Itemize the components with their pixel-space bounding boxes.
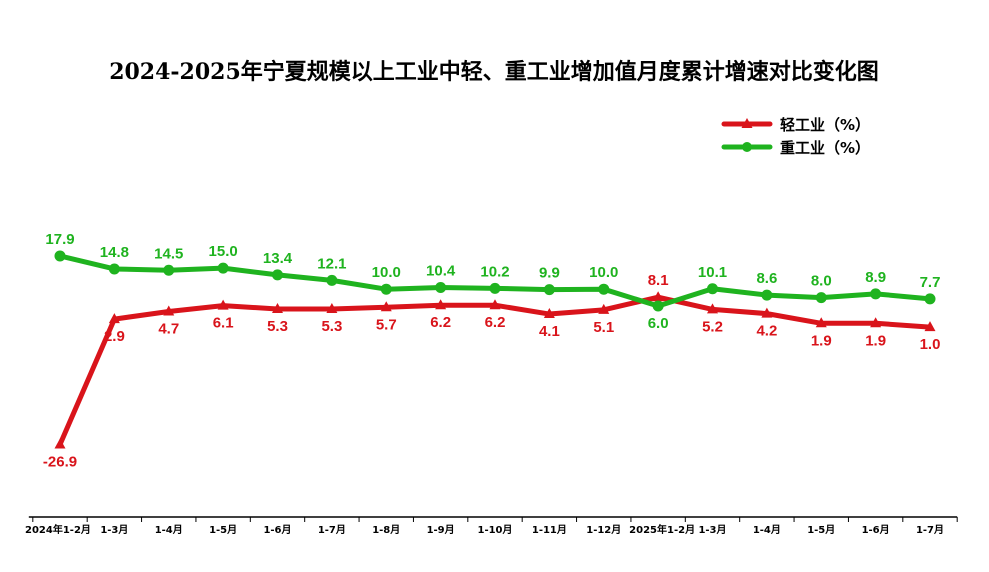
x-tick-label: 1-10月	[477, 524, 512, 536]
light-industry-point	[217, 299, 229, 310]
light-industry-data-label: 6.1	[213, 315, 234, 332]
heavy-industry-point	[272, 269, 283, 281]
light-industry-data-label: 6.2	[430, 314, 451, 331]
chart-title: 2024-2025年宁夏规模以上工业中轻、重工业增加值月度累计增速对比变化图	[109, 59, 879, 85]
heavy-industry-point	[163, 264, 175, 276]
light-industry-point	[761, 307, 773, 318]
light-industry-point	[870, 317, 882, 328]
x-tick-label: 1-3月	[100, 524, 128, 536]
heavy-industry-point	[543, 284, 555, 296]
x-tick-label: 1-5月	[209, 524, 237, 536]
x-tick-label: 1-5月	[807, 524, 835, 536]
light-industry-point	[815, 317, 827, 328]
legend: 轻工业（%） 重工业（%）	[721, 116, 870, 157]
legend-item-light-industry: 轻工业（%）	[721, 116, 870, 134]
x-tick-label: 2025年1-2月	[629, 523, 695, 536]
heavy-industry-point	[489, 282, 501, 294]
heavy-industry-data-label: 14.5	[154, 245, 183, 262]
x-tick-label: 1-8月	[372, 524, 400, 536]
heavy-industry-point	[435, 282, 447, 294]
x-tick-labels: 2024年1-2月 1-3月 1-4月 1-5月 1-6月 1-7月 1-8月 1-9月 1-1…	[25, 523, 944, 536]
light-industry-data-label: 4.7	[158, 321, 179, 338]
heavy-industry-point	[707, 283, 718, 295]
light-industry-data-label: -26.9	[43, 454, 77, 471]
light-industry-data-label: 4.2	[756, 323, 777, 340]
light-industry-point	[108, 313, 120, 324]
x-tick-label: 1-4月	[155, 524, 183, 536]
light-industry-point	[489, 299, 501, 310]
x-tick-label: 1-11月	[532, 524, 567, 536]
legend-heavy-industry-marker	[742, 142, 752, 152]
heavy-industry-data-label: 17.9	[45, 231, 74, 248]
light-industry-point	[54, 438, 66, 449]
legend-light-industry-marker	[741, 118, 753, 128]
heavy-industry-data-label: 8.9	[865, 269, 886, 286]
light-industry-point	[707, 303, 718, 314]
heavy-industry-point	[380, 283, 392, 295]
heavy-industry-point	[326, 274, 338, 286]
light-industry-data-label: 5.2	[702, 318, 723, 335]
light-industry-point	[543, 308, 555, 319]
heavy-industry-data-label: 9.9	[539, 265, 560, 282]
light-industry-data-label: 2.9	[104, 328, 125, 345]
heavy-industry-point	[108, 263, 120, 275]
x-tick-label: 1-9月	[427, 524, 455, 536]
heavy-industry-data-label: 13.4	[263, 250, 293, 267]
light-industry-data-label: 8.1	[648, 272, 669, 289]
light-industry-data-label: 1.9	[811, 332, 832, 349]
light-industry-data-label: 4.1	[539, 323, 560, 340]
light-industry-point	[598, 303, 610, 314]
light-industry-point	[163, 305, 175, 316]
light-industry-data-label: 6.2	[485, 314, 506, 331]
x-axis	[28, 516, 958, 522]
light-industry-data-label: 1.9	[865, 332, 886, 349]
series-markers	[54, 250, 936, 449]
legend-light-industry-label: 轻工业（%）	[780, 116, 870, 134]
heavy-industry-data-label: 8.6	[756, 270, 777, 287]
heavy-industry-data-label: 10.2	[480, 263, 509, 280]
light-industry-point	[380, 301, 392, 312]
x-tick-label: 2024年1-2月	[25, 523, 91, 536]
heavy-industry-data-label: 8.0	[811, 273, 832, 290]
heavy-industry-data-label: 6.0	[648, 315, 669, 332]
legend-heavy-industry-label: 重工业（%）	[780, 139, 870, 157]
heavy-industry-data-label: 10.4	[426, 263, 456, 280]
heavy-industry-data-label: 15.0	[209, 243, 238, 260]
light-industry-point	[652, 291, 664, 302]
heavy-industry-point	[54, 250, 66, 262]
light-industry-data-label: 1.0	[920, 336, 941, 353]
light-industry-point	[326, 302, 338, 313]
light-industry-point	[435, 299, 447, 310]
x-tick-label: 1-6月	[862, 524, 890, 536]
x-tick-label: 1-7月	[318, 524, 346, 536]
heavy-industry-data-label: 14.8	[100, 244, 129, 261]
light-industry-point	[272, 302, 283, 313]
heavy-industry-point	[870, 288, 882, 300]
heavy-industry-point	[815, 292, 827, 304]
heavy-industry-data-label: 12.1	[317, 255, 346, 272]
light-industry-data-label: 5.1	[593, 319, 614, 336]
heavy-industry-point	[924, 293, 936, 305]
heavy-industry-data-label: 7.7	[920, 274, 941, 291]
heavy-industry-point	[217, 262, 229, 274]
x-tick-label: 1-12月	[586, 524, 621, 536]
x-tick-label: 1-6月	[263, 524, 291, 536]
heavy-industry-data-label: 10.1	[698, 264, 727, 281]
heavy-industry-data-label: 10.0	[589, 264, 618, 281]
light-industry-data-label: 5.3	[267, 318, 288, 335]
x-tick-label: 1-3月	[698, 524, 726, 536]
heavy-industry-data-label: 10.0	[372, 264, 401, 281]
heavy-industry-point	[598, 283, 610, 295]
light-industry-data-label: 5.3	[321, 318, 342, 335]
light-industry-data-label: 5.7	[376, 316, 397, 333]
heavy-industry-point	[761, 289, 773, 301]
heavy-industry-point	[652, 300, 664, 312]
light-industry-point	[924, 321, 936, 332]
series-labels: -26.9 2.9 4.7 6.1 5.3 5.3 5.7 6.2 6.2 4.1 5.1 8.1 5.…	[43, 231, 941, 471]
x-tick-label: 1-4月	[753, 524, 781, 536]
legend-item-heavy-industry: 重工业（%）	[721, 139, 870, 157]
x-tick-label: 1-7月	[916, 524, 944, 536]
